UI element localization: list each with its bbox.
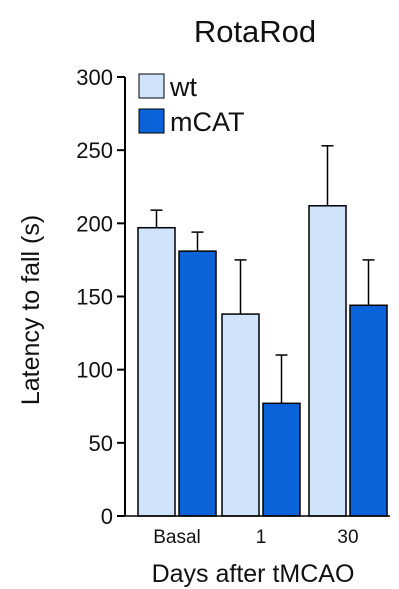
legend-label-wt: wt [169, 72, 197, 102]
x-tick-label: 30 [337, 527, 358, 548]
bar-mCAT [262, 402, 301, 517]
y-axis-label: Latency to fall (s) [17, 215, 45, 405]
bar-wt [221, 313, 260, 517]
bar-wt [308, 205, 347, 517]
bar-mCAT [349, 304, 388, 517]
y-tick-label: 300 [76, 65, 113, 90]
bars [125, 145, 390, 517]
x-axis-categories: Basal 1 30 [153, 527, 358, 548]
y-tick-label: 50 [89, 431, 113, 456]
legend-swatch-mCAT [138, 108, 165, 134]
y-tick-label: 250 [76, 138, 113, 163]
legend: wt mCAT [138, 72, 245, 137]
chart-title: RotaRod [194, 14, 316, 49]
x-tick-label: Basal [153, 527, 201, 548]
legend-swatch-wt [138, 73, 165, 99]
y-axis: 0 50 100 150 200 250 300 [76, 65, 126, 529]
x-axis-label: Days after tMCAO [152, 560, 355, 588]
y-tick-label: 100 [76, 358, 113, 383]
bar-wt [137, 226, 176, 517]
y-tick-label: 150 [76, 285, 113, 310]
y-tick-label: 0 [101, 504, 113, 529]
x-tick-label: 1 [256, 527, 267, 548]
legend-label-mCAT: mCAT [170, 107, 245, 137]
bar-mCAT [178, 250, 217, 517]
y-tick-label: 200 [76, 211, 113, 236]
